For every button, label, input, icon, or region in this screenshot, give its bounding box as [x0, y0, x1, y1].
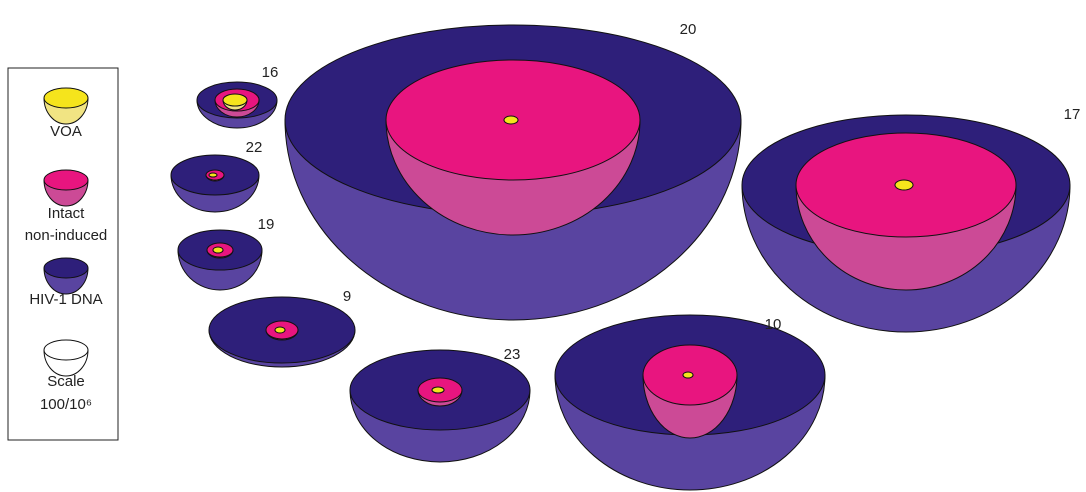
legend-label: non-induced: [25, 227, 108, 244]
bowl-rim: [682, 371, 694, 379]
bowl-rim: [208, 172, 218, 178]
bowl-label: 23: [504, 346, 521, 363]
bowl-rim: [431, 386, 445, 394]
bowl-label: 17: [1064, 106, 1081, 123]
bowl-rim: [222, 93, 248, 107]
legend-box: [7, 67, 119, 441]
legend-label: HIV-1 DNA: [29, 291, 102, 308]
bowl-rim: [503, 115, 519, 125]
bowl-rim: [43, 257, 89, 279]
bowl-rim: [274, 326, 286, 334]
legend-label: VOA: [50, 123, 82, 140]
bowl-rim: [212, 246, 224, 254]
bowl-label: 19: [258, 216, 275, 233]
legend-label: Scale: [47, 373, 85, 390]
bowl-label: 9: [343, 288, 351, 305]
bowl-rim: [43, 87, 89, 109]
bowl-rim: [43, 169, 89, 191]
bowl-label: 16: [262, 64, 279, 81]
legend-label: 100/10⁶: [40, 396, 92, 413]
legend-label: Intact: [48, 205, 86, 222]
bowl-rim: [894, 179, 914, 191]
bowl-label: 20: [680, 21, 697, 38]
bowl-label: 10: [765, 316, 782, 333]
bowl-rim: [43, 339, 89, 361]
bowl-label: 22: [246, 139, 263, 156]
